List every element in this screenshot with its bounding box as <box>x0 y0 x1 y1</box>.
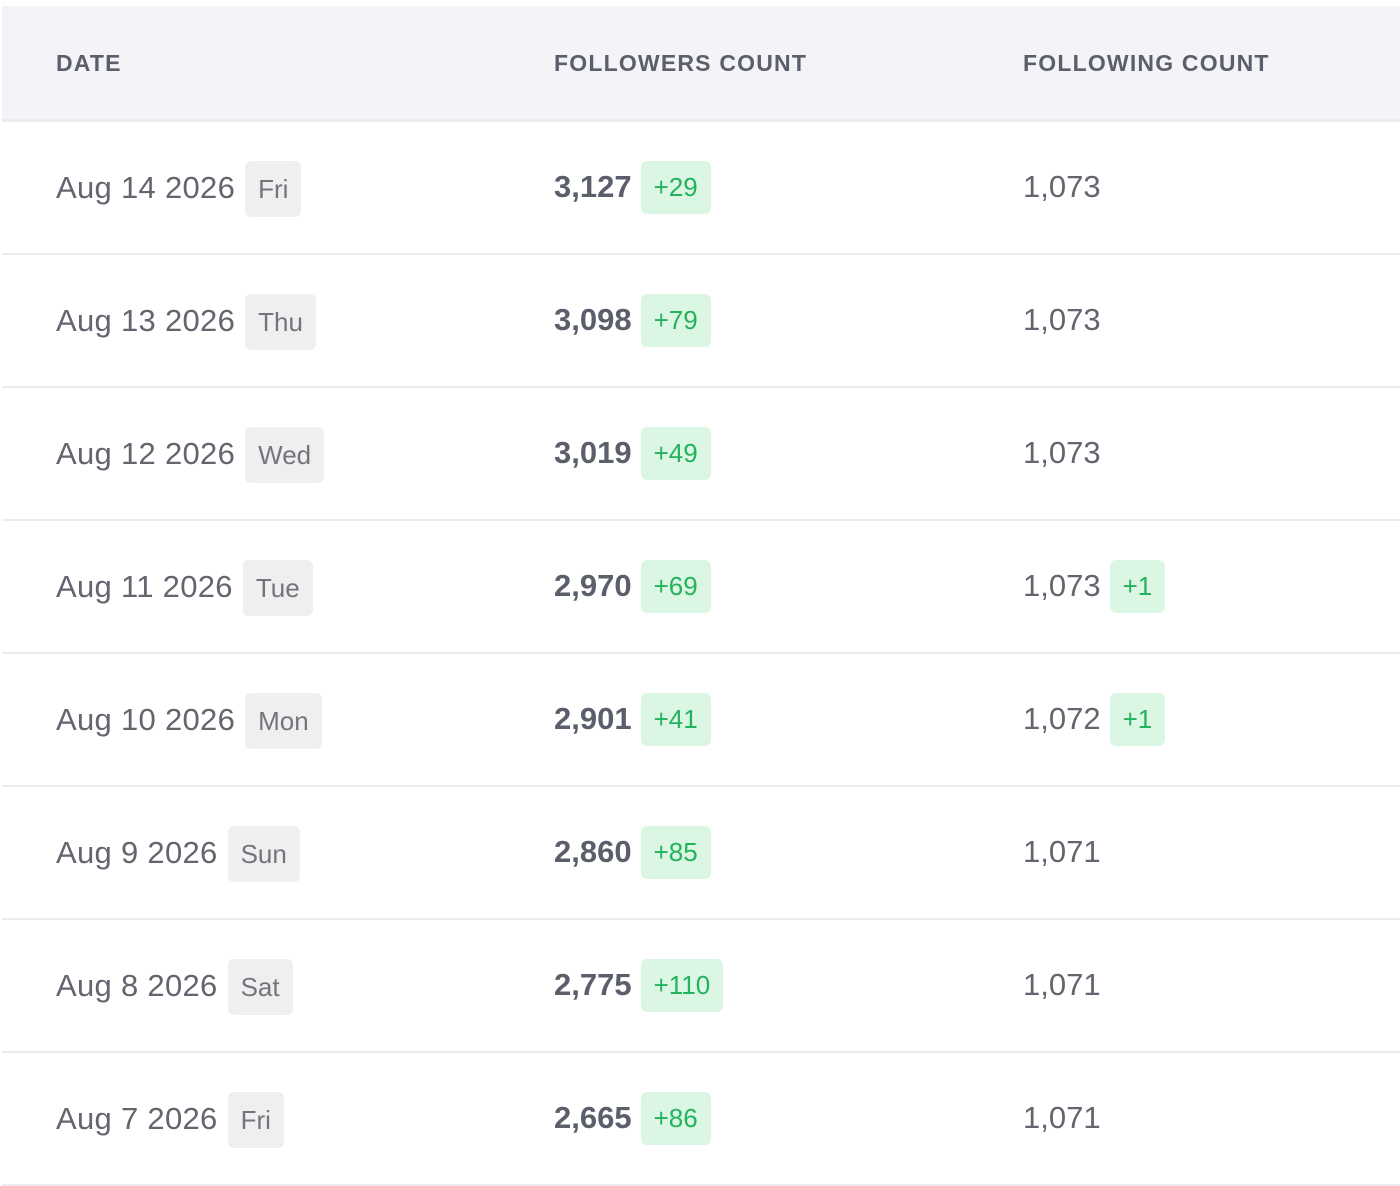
date-text: Aug 9 2026 <box>56 834 218 870</box>
date-cell: Aug 11 2026 Tue <box>56 521 313 652</box>
date-cell: Aug 13 2026 Thu <box>56 255 316 386</box>
table-row: Aug 12 2026 Wed 3,019 +49 1,073 <box>2 388 1400 521</box>
date-text: Aug 10 2026 <box>56 701 236 737</box>
followers-count: 2,665 <box>554 1099 632 1135</box>
followers-delta-badge: +49 <box>640 427 711 480</box>
followers-cell: 2,775 +110 <box>554 920 724 1051</box>
date-cell: Aug 10 2026 Mon <box>56 654 322 785</box>
followers-count: 3,127 <box>554 168 632 204</box>
following-cell: 1,072 +1 <box>1023 654 1166 785</box>
following-cell: 1,073 +1 <box>1023 521 1166 652</box>
following-count: 1,071 <box>1023 833 1101 869</box>
column-header-date[interactable]: DATE <box>56 50 122 76</box>
followers-delta-badge: +79 <box>640 294 711 347</box>
following-delta-badge: +1 <box>1109 693 1166 746</box>
followers-delta-badge: +41 <box>640 693 711 746</box>
weekday-badge: Tue <box>242 559 313 616</box>
weekday-badge: Sun <box>227 825 300 882</box>
following-delta-badge: +1 <box>1109 560 1166 613</box>
followers-delta-badge: +29 <box>640 161 711 214</box>
followers-count: 2,970 <box>554 567 632 603</box>
following-count: 1,073 <box>1023 567 1101 603</box>
table-body: Aug 14 2026 Fri 3,127 +29 1,073 Aug 13 2026 Th… <box>2 122 1400 1186</box>
column-header-followers[interactable]: FOLLOWERS COUNT <box>554 50 808 76</box>
followers-cell: 3,019 +49 <box>554 388 711 519</box>
table-row: Aug 13 2026 Thu 3,098 +79 1,073 <box>2 255 1400 388</box>
table-header: DATE FOLLOWERS COUNT FOLLOWING COUNT <box>2 6 1400 122</box>
date-text: Aug 8 2026 <box>56 967 218 1003</box>
followers-count: 2,775 <box>554 966 632 1002</box>
followers-cell: 3,098 +79 <box>554 255 711 386</box>
followers-cell: 2,901 +41 <box>554 654 711 785</box>
table-row: Aug 9 2026 Sun 2,860 +85 1,071 <box>2 787 1400 920</box>
weekday-badge: Mon <box>245 692 322 749</box>
weekday-badge: Thu <box>245 293 316 350</box>
table-row: Aug 8 2026 Sat 2,775 +110 1,071 <box>2 920 1400 1053</box>
followers-count: 3,098 <box>554 301 632 337</box>
date-cell: Aug 12 2026 Wed <box>56 388 325 519</box>
table-row: Aug 10 2026 Mon 2,901 +41 1,072 +1 <box>2 654 1400 787</box>
followers-delta-badge: +69 <box>640 560 711 613</box>
followers-count: 2,860 <box>554 833 632 869</box>
followers-delta-badge: +85 <box>640 826 711 879</box>
followers-cell: 3,127 +29 <box>554 122 711 253</box>
weekday-badge: Sat <box>227 958 293 1015</box>
table-row: Aug 14 2026 Fri 3,127 +29 1,073 <box>2 122 1400 255</box>
date-cell: Aug 8 2026 Sat <box>56 920 293 1051</box>
column-header-following[interactable]: FOLLOWING COUNT <box>1023 50 1270 76</box>
table-row: Aug 7 2026 Fri 2,665 +86 1,071 <box>2 1053 1400 1186</box>
weekday-badge: Fri <box>227 1091 284 1148</box>
following-count: 1,073 <box>1023 301 1101 337</box>
table-row: Aug 11 2026 Tue 2,970 +69 1,073 +1 <box>2 521 1400 654</box>
following-cell: 1,073 <box>1023 122 1101 253</box>
date-text: Aug 13 2026 <box>56 302 236 338</box>
date-text: Aug 14 2026 <box>56 169 236 205</box>
following-cell: 1,073 <box>1023 255 1101 386</box>
following-cell: 1,073 <box>1023 388 1101 519</box>
following-count: 1,073 <box>1023 434 1101 470</box>
following-cell: 1,071 <box>1023 1053 1101 1184</box>
followers-cell: 2,970 +69 <box>554 521 711 652</box>
followers-count: 2,901 <box>554 700 632 736</box>
following-count: 1,073 <box>1023 168 1101 204</box>
followers-delta-badge: +86 <box>640 1092 711 1145</box>
date-cell: Aug 9 2026 Sun <box>56 787 300 918</box>
following-cell: 1,071 <box>1023 920 1101 1051</box>
following-count: 1,071 <box>1023 966 1101 1002</box>
followers-table: DATE FOLLOWERS COUNT FOLLOWING COUNT Aug… <box>2 6 1400 1186</box>
following-count: 1,071 <box>1023 1099 1101 1135</box>
followers-cell: 2,665 +86 <box>554 1053 711 1184</box>
weekday-badge: Wed <box>245 426 325 483</box>
date-text: Aug 12 2026 <box>56 435 236 471</box>
date-text: Aug 11 2026 <box>56 568 233 604</box>
date-text: Aug 7 2026 <box>56 1100 218 1136</box>
following-count: 1,072 <box>1023 700 1101 736</box>
date-cell: Aug 7 2026 Fri <box>56 1053 284 1184</box>
following-cell: 1,071 <box>1023 787 1101 918</box>
followers-cell: 2,860 +85 <box>554 787 711 918</box>
weekday-badge: Fri <box>245 160 302 217</box>
followers-delta-badge: +110 <box>640 959 724 1012</box>
date-cell: Aug 14 2026 Fri <box>56 122 302 253</box>
followers-count: 3,019 <box>554 434 632 470</box>
